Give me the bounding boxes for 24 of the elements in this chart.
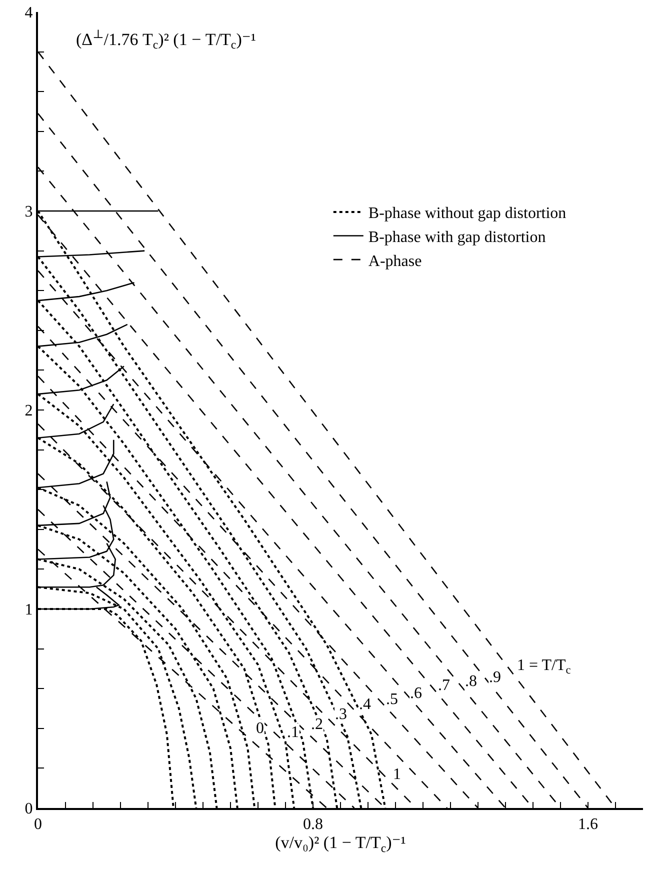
y-axis-title: (Δ$^{⊥}$/1.76 T$_{c}$)² (1 − T/T$_{c}$)⁻¹ <box>76 27 256 52</box>
annotation: .9 <box>489 669 501 686</box>
annotation: .4 <box>359 696 371 713</box>
annotation: 0 <box>256 720 264 737</box>
annotation: .7 <box>438 677 450 694</box>
y-tick-label: 4 <box>24 4 33 22</box>
x-tick-label: 0.8 <box>303 816 323 834</box>
annotation: .5 <box>386 691 398 708</box>
y-tick-label: 3 <box>24 204 33 221</box>
annotation: 1 = T/T$_{c}$ <box>517 657 571 676</box>
annotation: .2 <box>311 716 323 733</box>
annotation: 1 <box>393 766 401 783</box>
legend-label: B-phase with gap distortion <box>368 229 546 246</box>
legend-label: A-phase <box>368 252 422 270</box>
y-tick-label: 0 <box>24 800 33 818</box>
annotation: .1 <box>287 724 299 741</box>
y-tick-label: 1 <box>24 602 33 619</box>
y-tick-label: 2 <box>24 402 33 420</box>
x-axis-title: (v/v₀)² (1 − T/T$_{c}$)⁻¹ <box>275 833 406 855</box>
annotation: .8 <box>465 673 477 690</box>
x-tick-label: 1.6 <box>578 816 598 834</box>
legend-label: B-phase without gap distortion <box>368 205 566 222</box>
annotation: .6 <box>410 685 422 702</box>
annotation: .3 <box>335 706 347 723</box>
